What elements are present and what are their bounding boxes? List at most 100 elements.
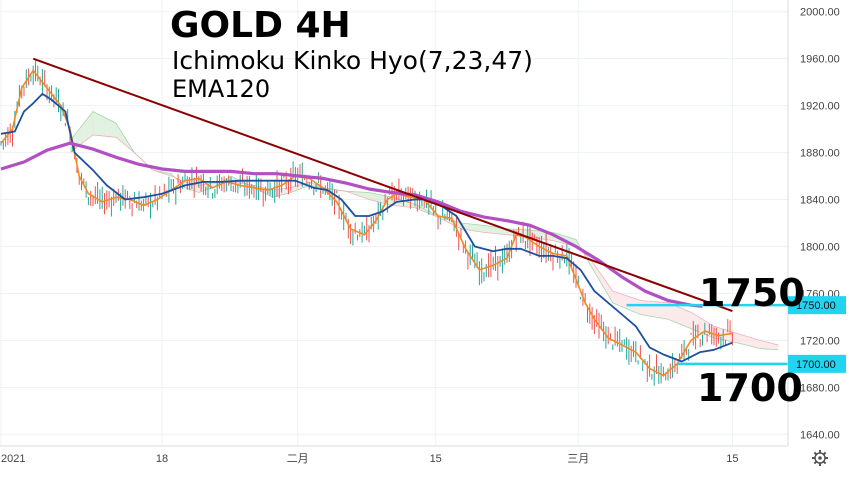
cloud-segment xyxy=(100,115,102,136)
time-axis-bg xyxy=(0,446,788,472)
cloud-segment xyxy=(650,301,652,316)
cloud-segment xyxy=(102,116,104,136)
cloud-segment xyxy=(700,318,702,333)
cloud-segment xyxy=(737,333,739,343)
gear-icon[interactable] xyxy=(812,450,828,466)
cloud-segment xyxy=(470,224,472,231)
cloud-segment xyxy=(381,195,383,203)
series-line-ema120 xyxy=(1,143,703,306)
x-tick-label: 三月 xyxy=(567,453,589,465)
cloud-segment xyxy=(622,294,624,307)
cloud-segment xyxy=(684,309,686,326)
cloud-segment xyxy=(767,342,769,349)
level-label-1700: 1700 xyxy=(697,366,803,410)
cloud-segment xyxy=(374,193,376,201)
cloud-segment xyxy=(376,194,378,202)
cloud-segment xyxy=(675,306,677,323)
cloud-segment xyxy=(493,227,495,234)
x-tick-label: 15 xyxy=(430,453,442,465)
cloud-segment xyxy=(749,337,751,346)
trendline xyxy=(33,59,732,311)
x-tick-label: 18 xyxy=(156,453,168,465)
cloud-segment xyxy=(647,301,649,316)
cloud-segment xyxy=(95,113,97,136)
cloud-segment xyxy=(468,224,470,231)
cloud-segment xyxy=(371,193,373,201)
cloud-segment xyxy=(486,226,488,233)
y-tick-label: 1920.00 xyxy=(800,101,840,113)
level-label-1750: 1750 xyxy=(699,271,805,315)
cloud-segment xyxy=(107,119,109,137)
cloud-segment xyxy=(114,122,116,137)
cloud-segment xyxy=(682,308,684,325)
y-tick-label: 1880.00 xyxy=(800,148,840,160)
cloud-segment xyxy=(629,297,631,311)
cloud-segment xyxy=(760,340,762,348)
cloud-segment xyxy=(652,301,654,316)
y-tick-label: 2000.00 xyxy=(800,7,840,19)
cloud-segment xyxy=(643,301,645,316)
cloud-segment xyxy=(673,305,675,322)
indicator-label-ema: EMA120 xyxy=(172,75,270,103)
y-tick-label: 1960.00 xyxy=(800,54,840,66)
cloud-segment xyxy=(473,224,475,231)
cloud-segment xyxy=(93,112,95,136)
cloud-segment xyxy=(758,340,760,349)
x-tick-label: 二月 xyxy=(287,453,309,465)
cloud-segment xyxy=(769,343,771,350)
cloud-segment xyxy=(742,335,744,345)
cloud-segment xyxy=(498,227,500,234)
ichimoku-cloud xyxy=(70,112,778,350)
cloud-segment xyxy=(475,224,477,231)
cloud-segment xyxy=(484,225,486,232)
cloud-segment xyxy=(105,117,107,136)
cloud-segment xyxy=(91,112,93,137)
cloud-segment xyxy=(735,333,737,343)
cloud-segment xyxy=(378,194,380,202)
cloud-segment xyxy=(624,295,626,309)
y-tick-label: 1800.00 xyxy=(800,241,840,253)
indicator-label-ichimoku: Ichimoku Kinko Hyo(7,23,47) xyxy=(172,46,533,75)
cloud-segment xyxy=(86,117,88,140)
y-tick-label: 1720.00 xyxy=(800,335,840,347)
cloud-segment xyxy=(369,192,371,200)
cloud-segment xyxy=(689,311,691,328)
cloud-segment xyxy=(482,225,484,232)
y-tick-label: 1840.00 xyxy=(800,195,840,207)
cloud-segment xyxy=(477,225,479,232)
time-axis[interactable] xyxy=(0,446,788,472)
cloud-segment xyxy=(765,342,767,349)
cloud-segment xyxy=(739,334,741,344)
cloud-segment xyxy=(638,300,640,315)
y-tick-label: 1680.00 xyxy=(800,382,840,394)
cloud-segment xyxy=(753,338,755,347)
cloud-segment xyxy=(640,300,642,314)
cloud-segment xyxy=(98,114,100,136)
cloud-segment xyxy=(613,291,615,304)
candlesticks xyxy=(1,61,732,386)
cloud-segment xyxy=(620,293,622,306)
cloud-segment xyxy=(496,227,498,234)
cloud-segment xyxy=(111,121,113,137)
cloud-segment xyxy=(762,341,764,349)
cloud-segment xyxy=(680,308,682,325)
cloud-segment xyxy=(489,226,491,233)
cloud-segment xyxy=(746,336,748,346)
x-tick-label: 15 xyxy=(726,453,738,465)
cloud-segment xyxy=(751,338,753,347)
x-tick-label: 2021 xyxy=(1,453,25,465)
cloud-segment xyxy=(645,301,647,316)
cloud-segment xyxy=(84,120,86,142)
cloud-segment xyxy=(627,296,629,310)
cloud-segment xyxy=(744,335,746,345)
cloud-segment xyxy=(686,310,688,327)
cloud-segment xyxy=(109,120,111,137)
cloud-segment xyxy=(615,292,617,305)
cloud-segment xyxy=(755,339,757,348)
cloud-segment xyxy=(677,307,679,324)
cloud-segment xyxy=(466,223,468,229)
cloud-segment xyxy=(479,225,481,232)
cloud-segment xyxy=(772,343,774,349)
